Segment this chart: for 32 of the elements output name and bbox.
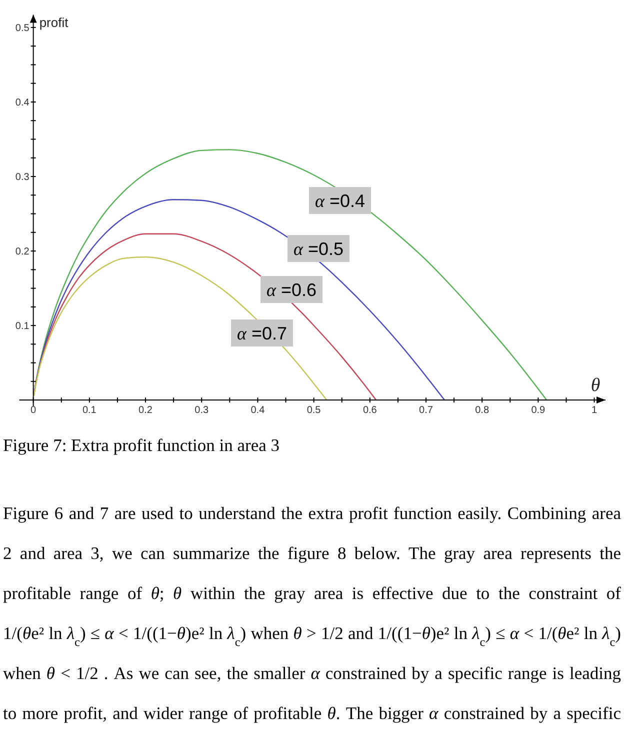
x-tick-label: 0.1 [82, 405, 97, 416]
line-series [33, 256, 328, 401]
x-tick-label: 0.3 [194, 405, 209, 416]
x-tick-label: 0.4 [250, 405, 266, 416]
text: Figure 6 and 7 are used to understand the extra profit function easily. Combining area [3, 503, 622, 523]
series-label: α =0.4 [315, 191, 366, 211]
x-tick-label: 0.7 [419, 405, 434, 416]
y-tick-label: 0.4 [15, 97, 30, 108]
x-tick-label: 0.9 [531, 405, 546, 416]
y-axis-title: profit [39, 14, 69, 30]
text: 2 and area 3, we can summarize the figure 8 below. The gray area represents the [3, 543, 622, 563]
x-tick-label: 0 [30, 405, 37, 416]
x-tick-label: 0.6 [362, 405, 378, 416]
text: profitable range of θ; θ within the gray area is effective due to the constraint of [3, 583, 621, 603]
line-series [33, 233, 377, 401]
text: 1/(θe² ln λ$_{c}$) ≤ α < 1/((1−θ)e² ln λ$_{c}$) when θ > 1/2 and 1/((1−θ)e² ln λ$_{c}$) ≤ α < 1/(θe² ln λ$_{c}$) [3, 623, 622, 649]
caption: Figure 7: Extra profit function in area 3 [3, 435, 280, 455]
line-series [33, 149, 548, 401]
series-label: α =0.7 [237, 324, 288, 344]
x-tick-label: 0.5 [306, 405, 322, 416]
series-label: α =0.5 [294, 239, 344, 259]
text: when θ < 1/2 . As we can see, the smaller α constrained by a specific range is leading [3, 663, 622, 683]
y-tick-label: 0.1 [15, 321, 30, 332]
y-tick-label: 0.5 [15, 22, 30, 34]
y-tick-label: 0.2 [15, 246, 30, 258]
y-tick-label: 0.3 [15, 172, 30, 183]
x-tick-label: 0.8 [475, 405, 490, 416]
x-tick-label: 1 [592, 405, 598, 416]
x-axis-title: θ [590, 375, 600, 396]
x-tick-label: 0.2 [138, 405, 153, 416]
series-label: α =0.6 [266, 280, 317, 300]
text: to more profit, and wider range of profitable θ. The bigger α constrained by a specific [3, 703, 622, 723]
